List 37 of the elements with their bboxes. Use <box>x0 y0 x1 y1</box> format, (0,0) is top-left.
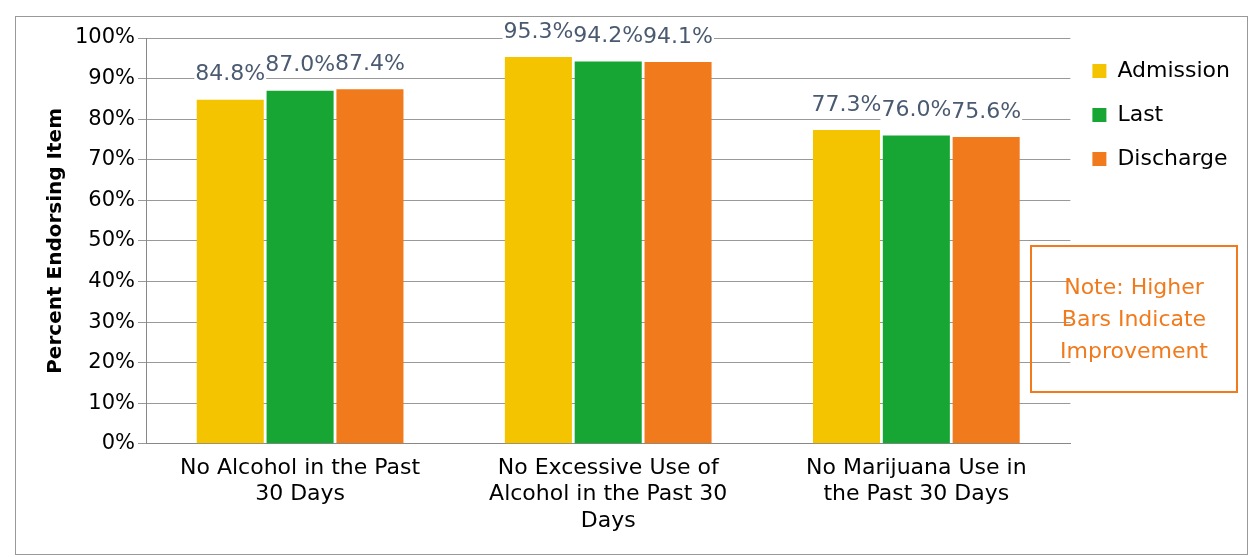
data-label: 94.2% <box>573 22 644 48</box>
y-tick-label: 0% <box>101 430 136 455</box>
bar <box>196 99 264 444</box>
y-tick-label: 10% <box>88 389 136 414</box>
bar <box>644 61 712 444</box>
data-label: 87.4% <box>334 49 405 75</box>
data-label: 76.0% <box>881 96 952 122</box>
bar <box>336 89 404 444</box>
legend-label: Admission <box>1117 56 1231 82</box>
y-tick-label: 100% <box>74 24 136 49</box>
legend-label: Discharge <box>1117 144 1228 170</box>
y-tick-label: 30% <box>88 308 136 333</box>
bar <box>812 130 881 444</box>
data-label: 84.8% <box>195 60 266 86</box>
bar <box>574 61 642 444</box>
data-label: 95.3% <box>503 17 574 43</box>
y-axis-title: Percent Endorsing Item <box>42 108 67 374</box>
y-tick-label: 50% <box>88 227 136 252</box>
y-tick-label: 80% <box>88 105 136 130</box>
legend-label: Last <box>1117 100 1164 126</box>
bar <box>266 90 334 444</box>
x-tick-label: No Marijuana Use in the Past 30 Days <box>806 453 1027 506</box>
bar <box>882 135 950 444</box>
x-tick-label: No Excessive Use of Alcohol in the Past 30 Days <box>489 453 728 532</box>
bar <box>504 57 572 444</box>
y-tick-label: 60% <box>88 186 136 211</box>
y-tick-label: 90% <box>88 65 136 90</box>
x-tick-label: No Alcohol in the Past 30 Days <box>180 453 421 506</box>
y-tick-label: 40% <box>88 267 136 292</box>
data-label: 87.0% <box>265 51 336 77</box>
y-tick-label: 70% <box>88 146 136 171</box>
y-tick-label: 20% <box>88 349 136 374</box>
data-label: 94.1% <box>643 22 713 48</box>
bar <box>952 137 1020 444</box>
data-label: 75.6% <box>951 97 1022 123</box>
data-label: 77.3% <box>811 90 882 116</box>
annotation: Note: Higher Bars Indicate Improvement <box>1030 245 1238 393</box>
